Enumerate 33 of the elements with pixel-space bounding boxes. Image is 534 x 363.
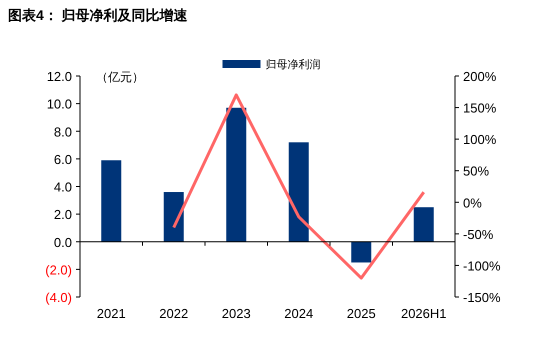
y2-tick-label: 0% <box>463 195 482 210</box>
legend-label: 归母净利润 <box>266 58 320 71</box>
y2-tick-label: -100% <box>463 258 502 274</box>
y-tick-label: 12.0 <box>46 69 72 84</box>
y2-tick-label: 150% <box>463 100 497 116</box>
x-tick-label: 2026H1 <box>400 306 447 321</box>
y-tick-label: (4.0) <box>45 290 72 305</box>
y2-tick-label: -50% <box>463 226 494 242</box>
bar <box>226 108 246 242</box>
y2-tick-label: -150% <box>463 290 502 305</box>
y-tick-label: 0.0 <box>54 234 72 250</box>
y-tick-label: 8.0 <box>54 124 72 140</box>
bar <box>351 242 372 262</box>
y2-tick-label: 50% <box>463 164 490 179</box>
y-axis-title: （亿元） <box>96 70 144 84</box>
bar <box>101 160 122 242</box>
line-series <box>172 93 426 280</box>
y-tick-label: 6.0 <box>54 152 72 167</box>
y-tick-label: 2.0 <box>54 207 72 222</box>
bar <box>414 207 434 242</box>
x-tick-label: 2023 <box>222 306 251 321</box>
chart-title: 图表4： 归母净利及同比增速 <box>8 7 189 23</box>
x-tick-label: 2021 <box>96 306 126 321</box>
bar <box>164 192 184 242</box>
x-tick-label: 2024 <box>284 306 314 321</box>
y2-tick-label: 200% <box>463 69 497 84</box>
bar <box>288 142 309 242</box>
y-tick-label: 4.0 <box>54 180 72 194</box>
y-tick-label: 10.0 <box>46 96 72 112</box>
y-tick-label: (2.0) <box>45 262 72 278</box>
x-tick-label: 2022 <box>159 306 188 321</box>
x-tick-label: 2025 <box>346 306 376 321</box>
y2-tick-label: 100% <box>463 132 497 148</box>
